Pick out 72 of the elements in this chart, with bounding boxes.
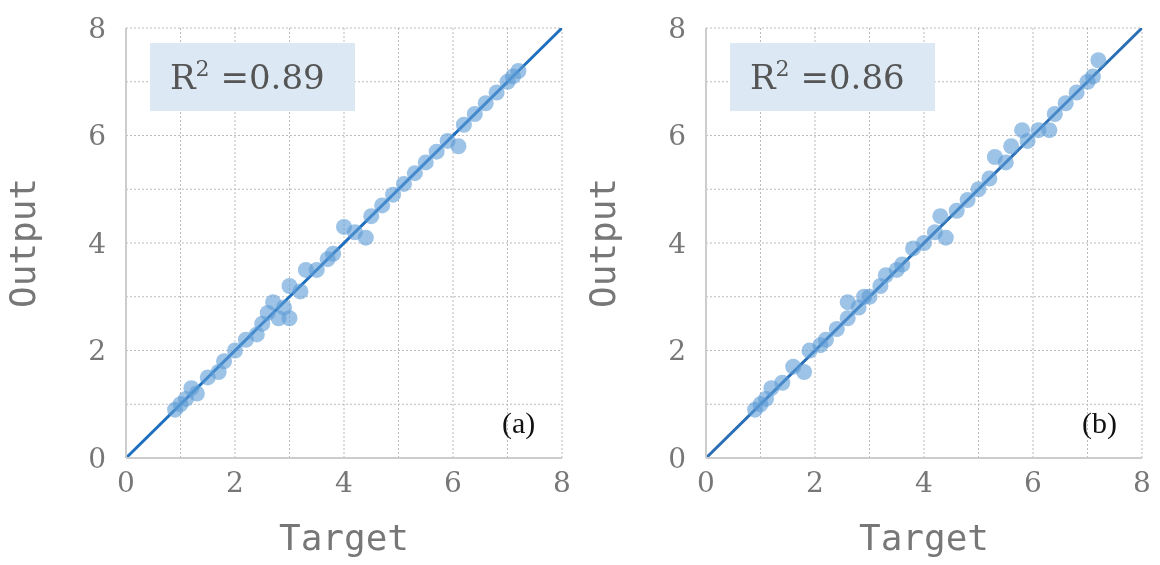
point [970, 181, 987, 198]
point [1057, 95, 1074, 112]
y-tick-label: 6 [668, 119, 686, 153]
point [1090, 52, 1107, 69]
y-tick-label: 2 [668, 334, 686, 368]
x-tick-label: 6 [1024, 465, 1042, 499]
point [477, 95, 494, 112]
y-tick-label: 4 [668, 226, 686, 260]
y-tick-label: 0 [668, 441, 686, 475]
point [981, 170, 998, 187]
point [959, 192, 976, 208]
point [796, 364, 813, 380]
point [828, 321, 845, 337]
y-tick-label: 0 [88, 441, 106, 475]
x-axis-title: Target [858, 517, 990, 558]
point [227, 342, 243, 359]
point [374, 197, 391, 214]
annotation: (a) [502, 406, 536, 440]
point [417, 154, 434, 171]
x-tick-label: 4 [915, 465, 933, 499]
point [406, 165, 423, 182]
y-tick-label: 6 [88, 119, 106, 153]
point [466, 106, 483, 122]
x-tick-label: 8 [553, 465, 571, 499]
point [1003, 138, 1020, 155]
point [948, 202, 965, 219]
point [997, 154, 1014, 171]
annotation: R$^{2}$ =0.89 [170, 55, 325, 97]
point [817, 331, 834, 348]
point [292, 283, 309, 300]
x-tick-label: 0 [697, 465, 715, 499]
point [1046, 106, 1063, 122]
y-tick-label: 4 [88, 226, 106, 260]
point [281, 310, 298, 327]
x-tick-label: 8 [1133, 465, 1151, 499]
point [488, 84, 505, 101]
point [357, 229, 374, 246]
point [216, 353, 233, 370]
y-tick-label: 2 [88, 334, 106, 368]
point [937, 229, 954, 246]
point [839, 310, 856, 327]
point [1068, 84, 1085, 101]
point [774, 374, 791, 391]
point [916, 235, 932, 251]
y-tick-label: 8 [88, 11, 106, 45]
point [308, 261, 325, 278]
point [1019, 132, 1036, 149]
y-axis-title: Output [1, 177, 43, 309]
annotation: (b) [1082, 406, 1117, 440]
point [188, 385, 205, 402]
x-tick-label: 0 [117, 465, 135, 499]
x-tick-label: 4 [335, 465, 353, 499]
point [363, 208, 380, 225]
y-axis-title: Output [581, 177, 623, 309]
point [455, 116, 472, 133]
point [932, 208, 949, 225]
x-tick-label: 2 [226, 465, 244, 499]
point [1084, 68, 1101, 85]
point [395, 175, 412, 192]
annotation: R$^{2}$ =0.86 [750, 55, 905, 97]
point [385, 186, 402, 203]
point [450, 138, 467, 155]
point [510, 63, 527, 79]
point [325, 245, 342, 262]
point [861, 288, 878, 305]
point [1041, 122, 1058, 139]
point [894, 256, 911, 273]
x-axis-title: Target [278, 517, 410, 558]
point [428, 143, 445, 160]
x-tick-label: 6 [444, 465, 462, 499]
x-tick-label: 2 [806, 465, 824, 499]
y-tick-label: 8 [668, 11, 686, 45]
